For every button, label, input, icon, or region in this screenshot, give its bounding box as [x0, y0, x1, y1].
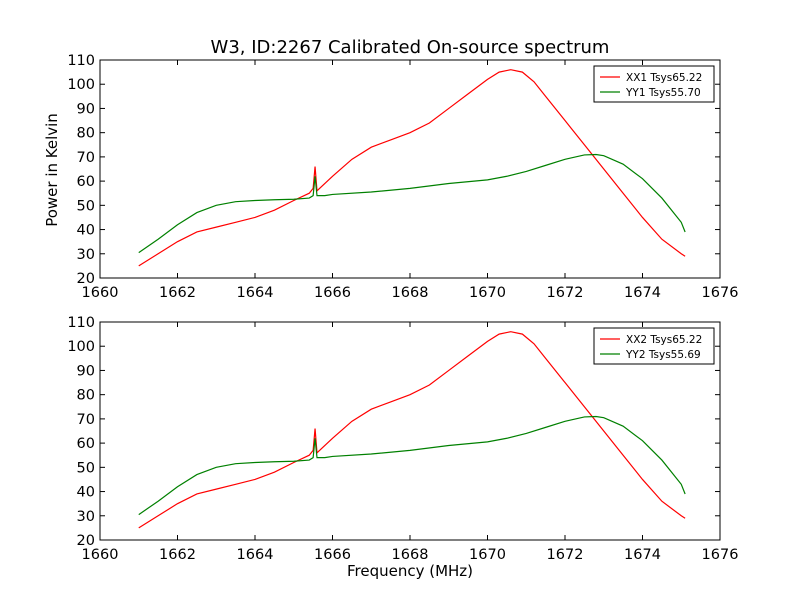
legend-box [593, 65, 715, 103]
x-tick-label: 1666 [314, 285, 351, 301]
x-tick-label: 1672 [547, 285, 584, 301]
x-tick-label: 1676 [702, 285, 739, 301]
y-tick-label: 100 [67, 339, 95, 355]
x-tick-label: 1662 [159, 547, 196, 563]
y-axis-label: Power in Kelvin [43, 113, 61, 227]
y-tick-label: 70 [77, 412, 95, 428]
x-axis-label: Frequency (MHz) [347, 562, 473, 580]
x-tick-label: 1670 [469, 285, 506, 301]
x-tick-label: 1672 [547, 547, 584, 563]
y-tick-label: 40 [77, 223, 95, 239]
x-tick-label: 1664 [237, 285, 274, 301]
x-tick-label: 1662 [159, 285, 196, 301]
legend-entry: XX1 Tsys65.22 [626, 72, 702, 84]
legend-entry: YY1 Tsys55.70 [625, 87, 701, 99]
y-tick-label: 40 [77, 485, 95, 501]
y-tick-label: 70 [77, 150, 95, 166]
legend-entry: YY2 Tsys55.69 [625, 349, 701, 361]
series-line-1 [138, 331, 686, 529]
y-tick-label: 30 [77, 247, 95, 263]
y-tick-label: 100 [67, 77, 95, 93]
x-tick-label: 1674 [624, 285, 661, 301]
y-tick-label: 80 [77, 126, 95, 142]
top-plot: 1660 1662 1664 1666 1668 1670 1672 1674 1676 20 30… [67, 53, 738, 301]
x-tick-label: 1670 [469, 547, 506, 563]
y-tick-label: 50 [77, 198, 95, 214]
x-tick-label: 1664 [237, 547, 274, 563]
y-tick-label: 50 [77, 460, 95, 476]
y-tick-label: 20 [77, 533, 95, 549]
y-tick-label: 110 [67, 53, 95, 69]
y-tick-label: 60 [77, 174, 95, 190]
y-tick-label: 30 [77, 509, 95, 525]
legend-entry: XX2 Tsys65.22 [626, 334, 702, 346]
x-tick-label: 1660 [82, 547, 119, 563]
legend: XX2 Tsys65.22 YY2 Tsys55.69 [593, 327, 715, 365]
series-line-1 [138, 69, 686, 267]
x-tick-label: 1674 [624, 547, 661, 563]
legend-box [593, 327, 715, 365]
bottom-plot: 1660 1662 1664 1666 1668 1670 1672 1674 1676 20 30… [67, 315, 738, 563]
series-line-2 [138, 153, 686, 254]
x-tick-label: 1668 [392, 285, 429, 301]
x-tick-label: 1666 [314, 547, 351, 563]
x-tick-label: 1676 [702, 547, 739, 563]
y-tick-label: 20 [77, 271, 95, 287]
y-tick-label: 90 [77, 363, 95, 379]
x-tick-label: 1660 [82, 285, 119, 301]
y-tick-label: 80 [77, 388, 95, 404]
legend: XX1 Tsys65.22 YY1 Tsys55.70 [593, 65, 715, 103]
y-tick-label: 110 [67, 315, 95, 331]
x-tick-label: 1668 [392, 547, 429, 563]
y-tick-label: 60 [77, 436, 95, 452]
y-tick-label: 90 [77, 101, 95, 117]
series-line-2 [138, 415, 686, 516]
chart-title: W3, ID:2267 Calibrated On-source spectru… [211, 37, 610, 58]
